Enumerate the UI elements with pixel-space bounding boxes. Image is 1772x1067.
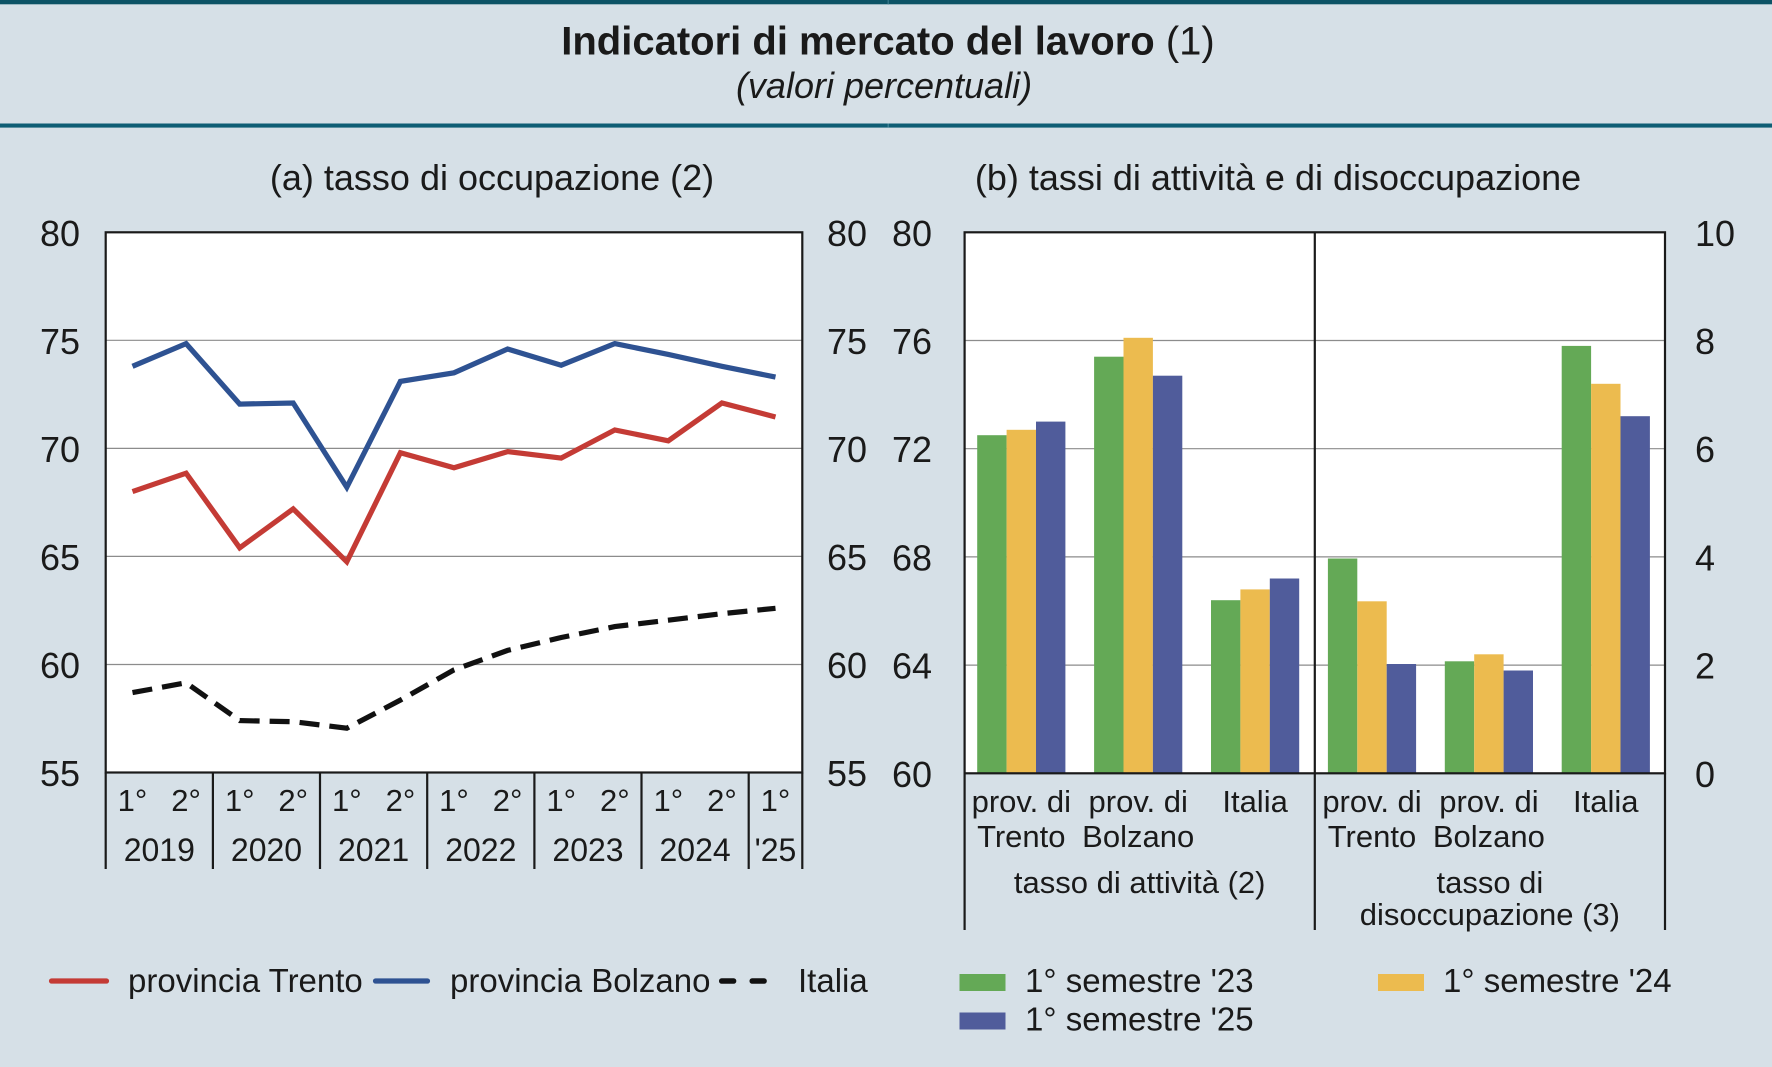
svg-text:Indicatori di mercato del lavo: Indicatori di mercato del lavoro (1) — [561, 20, 1214, 64]
svg-text:75: 75 — [827, 321, 867, 362]
svg-text:2°: 2° — [600, 783, 630, 818]
svg-text:72: 72 — [892, 429, 932, 470]
svg-text:'25: '25 — [755, 832, 797, 868]
svg-text:75: 75 — [40, 321, 80, 362]
svg-text:Italia: Italia — [1573, 784, 1639, 819]
svg-text:2021: 2021 — [338, 832, 409, 868]
svg-text:76: 76 — [892, 321, 932, 362]
svg-text:2020: 2020 — [231, 832, 302, 868]
svg-text:Italia: Italia — [798, 962, 868, 999]
svg-text:65: 65 — [40, 537, 80, 578]
svg-text:provincia Bolzano: provincia Bolzano — [450, 962, 711, 999]
svg-text:4: 4 — [1695, 537, 1715, 578]
svg-text:Trento: Trento — [1328, 819, 1416, 854]
svg-text:prov. di: prov. di — [972, 784, 1071, 819]
svg-text:1°: 1° — [332, 783, 362, 818]
svg-text:prov. di: prov. di — [1089, 784, 1188, 819]
svg-text:Bolzano: Bolzano — [1082, 819, 1194, 854]
svg-text:prov. di: prov. di — [1322, 784, 1421, 819]
svg-text:(valori percentuali): (valori percentuali) — [736, 65, 1032, 106]
svg-text:2019: 2019 — [124, 832, 195, 868]
svg-text:1°: 1° — [761, 783, 791, 818]
svg-text:2°: 2° — [386, 783, 416, 818]
svg-text:2024: 2024 — [660, 832, 731, 868]
svg-text:(a) tasso di occupazione (2): (a) tasso di occupazione (2) — [270, 157, 714, 198]
svg-text:2°: 2° — [707, 783, 737, 818]
svg-text:1°: 1° — [118, 783, 148, 818]
svg-text:1° semestre '24: 1° semestre '24 — [1443, 962, 1672, 999]
svg-text:1°: 1° — [225, 783, 255, 818]
svg-text:1° semestre '23: 1° semestre '23 — [1025, 962, 1254, 999]
svg-text:0: 0 — [1695, 754, 1715, 795]
svg-text:tasso di: tasso di — [1436, 865, 1543, 900]
svg-text:(b) tassi di attività e di dis: (b) tassi di attività e di disoccupazion… — [975, 157, 1581, 198]
svg-text:1°: 1° — [546, 783, 576, 818]
svg-text:2°: 2° — [278, 783, 308, 818]
svg-text:prov. di: prov. di — [1439, 784, 1538, 819]
svg-text:60: 60 — [827, 645, 867, 686]
svg-text:55: 55 — [40, 753, 80, 794]
svg-text:55: 55 — [827, 753, 867, 794]
svg-text:2022: 2022 — [445, 832, 516, 868]
svg-text:1°: 1° — [439, 783, 469, 818]
svg-text:80: 80 — [827, 213, 867, 254]
svg-text:provincia Trento: provincia Trento — [128, 962, 363, 999]
svg-text:60: 60 — [892, 754, 932, 795]
svg-text:tasso di attività (2): tasso di attività (2) — [1014, 865, 1266, 900]
svg-text:6: 6 — [1695, 429, 1715, 470]
svg-text:1°: 1° — [653, 783, 683, 818]
svg-text:1° semestre '25: 1° semestre '25 — [1025, 1001, 1254, 1038]
svg-text:64: 64 — [892, 646, 932, 687]
svg-text:2°: 2° — [493, 783, 523, 818]
svg-text:70: 70 — [827, 429, 867, 470]
svg-text:8: 8 — [1695, 321, 1715, 362]
svg-text:60: 60 — [40, 645, 80, 686]
svg-text:80: 80 — [40, 213, 80, 254]
svg-text:2°: 2° — [171, 783, 201, 818]
svg-text:2: 2 — [1695, 646, 1715, 687]
svg-text:Trento: Trento — [977, 819, 1065, 854]
svg-text:80: 80 — [892, 213, 932, 254]
svg-text:68: 68 — [892, 537, 932, 578]
svg-text:65: 65 — [827, 537, 867, 578]
svg-text:70: 70 — [40, 429, 80, 470]
svg-text:10: 10 — [1695, 213, 1735, 254]
svg-text:Italia: Italia — [1222, 784, 1288, 819]
svg-text:disoccupazione (3): disoccupazione (3) — [1360, 897, 1620, 932]
svg-text:2023: 2023 — [552, 832, 623, 868]
svg-text:Bolzano: Bolzano — [1433, 819, 1545, 854]
